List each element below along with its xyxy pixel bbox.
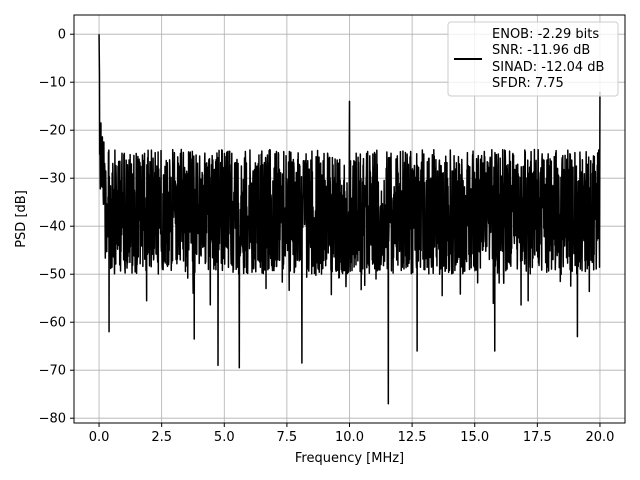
- y-tick-label: 0: [58, 28, 66, 43]
- legend-text-enob: ENOB: -2.29 bits: [492, 27, 599, 42]
- x-tick-label: 0.0: [89, 430, 110, 445]
- y-tick-label: −40: [39, 220, 66, 235]
- psd-series-line: [98, 34, 601, 405]
- y-tick-label: −60: [39, 316, 66, 331]
- x-tick-label: 7.5: [277, 430, 298, 445]
- x-tick-label: 2.5: [151, 430, 172, 445]
- y-tick-label: −30: [39, 172, 66, 187]
- y-tick-label: −70: [39, 364, 66, 379]
- y-tick-label: −20: [39, 124, 66, 139]
- legend-text-snr: SNR: -11.96 dB: [492, 43, 590, 58]
- y-tick-label: −50: [39, 268, 66, 283]
- x-tick-label: 20.0: [585, 430, 614, 445]
- x-tick-label: 12.5: [398, 430, 427, 445]
- y-axis-label: PSD [dB]: [14, 190, 29, 248]
- y-tick-label: −10: [39, 76, 66, 91]
- y-tick-label: −80: [39, 412, 66, 427]
- y-axis-ticks: 0 −10 −20 −30 −40 −50 −60 −70 −80: [39, 28, 74, 427]
- plot-frame: [73, 14, 626, 424]
- x-axis-ticks: 0.0 2.5 5.0 7.5 10.0 12.5 15.0 17.5 20.0: [89, 423, 614, 445]
- legend-box: [447, 21, 619, 97]
- x-axis-label: Frequency [MHz]: [295, 451, 404, 466]
- legend-text-sinad: SINAD: -12.04 dB: [492, 60, 604, 75]
- legend-text-sfdr: SFDR: 7.75: [492, 76, 564, 91]
- x-tick-label: 10.0: [335, 430, 364, 445]
- x-tick-label: 15.0: [460, 430, 489, 445]
- x-tick-label: 17.5: [523, 430, 552, 445]
- legend: ENOB: -2.29 bits SNR: -11.96 dB SINAD: -…: [447, 21, 619, 97]
- x-tick-label: 5.0: [214, 430, 235, 445]
